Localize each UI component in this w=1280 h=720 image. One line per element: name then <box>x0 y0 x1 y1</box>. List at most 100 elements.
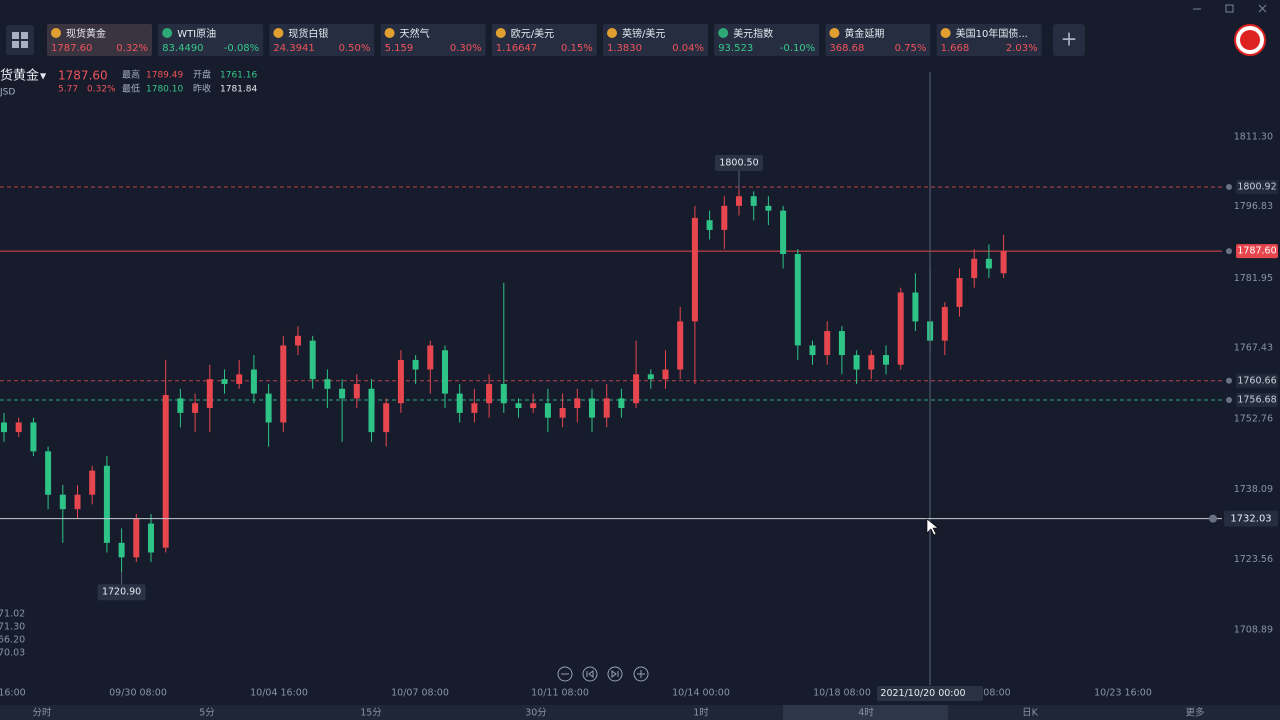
ticker-price: 1.668 <box>941 43 970 54</box>
candle-body <box>853 355 860 370</box>
candle-body <box>89 470 96 495</box>
window-controls[interactable] <box>1193 4 1267 13</box>
x-tick-label: 09/30 08:00 <box>109 688 167 699</box>
annotation-label: 1720.90 <box>102 587 141 598</box>
crosshair-time-box <box>877 686 983 701</box>
ticker[interactable]: 美元指数 93.523 -0.10% <box>714 24 820 56</box>
ticker-change: 0.04% <box>672 43 704 54</box>
tab[interactable]: 15分 <box>360 708 382 719</box>
ticker-name: 美国10年国债... <box>956 27 1028 40</box>
candle-body <box>765 205 772 211</box>
add-icon: + <box>1061 27 1078 51</box>
timeframe-tabs: 分时 5分 15分 30分 1时 4时 日K 更多 <box>32 705 1205 720</box>
candle-body <box>309 340 316 380</box>
indicator-value: 71.02 <box>0 609 25 620</box>
candle-body <box>721 205 728 230</box>
ticker-icon <box>607 28 617 38</box>
tab[interactable]: 日K <box>1022 708 1039 719</box>
ticker-box <box>491 24 597 56</box>
ticker[interactable]: 黄金延期 368.68 0.75% <box>825 24 931 56</box>
prev-label: 昨收 <box>193 83 211 95</box>
candle-body <box>691 217 698 322</box>
candle-body <box>559 408 566 418</box>
candle-body <box>809 345 816 356</box>
ticker-price: 1.3830 <box>607 43 642 54</box>
ticker-name: 天然气 <box>400 27 430 40</box>
y-tick-label: 1767.43 <box>1234 343 1273 354</box>
y-tick-label: 1811.30 <box>1234 132 1273 143</box>
ticker-name: 现货白银 <box>288 27 328 40</box>
candle-body <box>515 403 522 409</box>
candle-body <box>206 379 213 409</box>
currency: JSD <box>0 88 15 98</box>
x-tick-label: 10/04 16:00 <box>250 688 308 699</box>
ticker-price: 1.16647 <box>496 43 537 54</box>
alert-bell[interactable] <box>1209 514 1217 523</box>
candle-body <box>412 359 419 370</box>
tab[interactable]: 1时 <box>693 707 709 719</box>
candle-body <box>618 398 625 409</box>
alert-bell[interactable] <box>1226 396 1232 403</box>
price-line-label: 1787.60 <box>1237 246 1276 257</box>
ticker-icon <box>495 28 506 38</box>
candle-body <box>30 422 37 452</box>
change-pct: 0.32% <box>87 85 116 95</box>
alert-bell[interactable] <box>1226 183 1232 190</box>
candle-body <box>956 278 963 307</box>
candle-body <box>589 398 595 418</box>
symbol-dropdown[interactable]: ▼ <box>40 72 47 81</box>
indicator-value: 66.20 <box>0 635 25 646</box>
tab[interactable]: 30分 <box>525 708 547 719</box>
candle-body <box>471 403 478 413</box>
candle-body <box>442 350 448 394</box>
x-tick-label: 10/18 08:00 <box>813 688 871 699</box>
zoom-controls[interactable] <box>557 666 649 682</box>
logo-core <box>1240 30 1260 50</box>
tab[interactable]: 分时 <box>32 707 52 719</box>
price-line-label-box <box>1236 244 1278 259</box>
indicator-values: 71.02 71.30 66.20 70.03 <box>0 609 25 659</box>
candle-body <box>250 369 257 394</box>
add-button[interactable] <box>1053 24 1085 56</box>
indicator-value: 70.03 <box>0 648 25 659</box>
x-tick-label: 16:00 <box>0 688 26 699</box>
alert-bell[interactable] <box>1226 377 1232 384</box>
ticker[interactable]: 美国10年国债... 1.668 2.03% <box>936 24 1042 56</box>
candle-body <box>633 374 640 404</box>
tab-selected <box>783 705 948 720</box>
ticker-price: 5.159 <box>385 43 414 54</box>
ticker[interactable]: WTI原油 83.4490 -0.08% <box>158 24 264 56</box>
tab[interactable]: 4时 <box>858 707 874 719</box>
ticker-price: 24.3941 <box>273 43 314 54</box>
candle-body <box>15 422 22 433</box>
ticker-change: 0.15% <box>561 43 593 54</box>
ticker-icon <box>51 28 61 38</box>
alert-bell[interactable] <box>1226 248 1232 255</box>
ticker-box <box>158 24 264 56</box>
candle-body <box>324 379 331 389</box>
symbol[interactable]: 货黄金 <box>0 68 39 84</box>
y-tick-label: 1708.89 <box>1234 625 1273 636</box>
candle-body <box>236 374 243 384</box>
ticker[interactable]: 天然气 5.159 0.30% <box>380 24 486 56</box>
ticker[interactable]: 英镑/美元 1.3830 0.04% <box>603 24 708 56</box>
candle-body <box>912 292 919 322</box>
crosshair-value: 1732.03 <box>1230 514 1271 525</box>
candle-body <box>736 196 742 206</box>
tab[interactable]: 更多 <box>1185 707 1204 719</box>
ticker[interactable]: 现货黄金 1787.60 0.32% <box>47 24 152 56</box>
ticker-box <box>47 24 152 56</box>
tab[interactable]: 5分 <box>199 708 215 719</box>
candle-body <box>148 523 154 553</box>
candle-body <box>118 542 125 558</box>
candle-body <box>883 355 889 365</box>
menu-button[interactable] <box>6 25 34 55</box>
candle-body <box>133 518 140 558</box>
candle-body <box>941 306 948 341</box>
ticker-name: 欧元/美元 <box>511 27 554 40</box>
ticker-icon <box>384 28 395 38</box>
y-tick-label: 1781.95 <box>1234 273 1273 284</box>
ticker[interactable]: 现货白银 24.3941 0.50% <box>269 24 375 56</box>
ticker[interactable]: 欧元/美元 1.16647 0.15% <box>491 24 597 56</box>
low-label: 最低 <box>122 83 140 95</box>
